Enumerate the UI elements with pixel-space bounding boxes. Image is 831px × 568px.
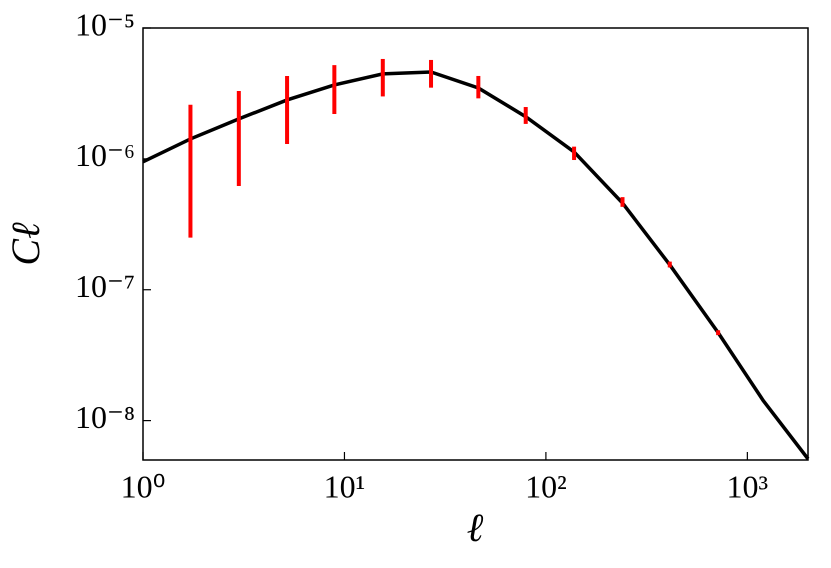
- line: [142, 70, 810, 460]
- y-tick-label: 10⁻⁵: [75, 6, 135, 42]
- x-tick-label: 10²: [525, 468, 567, 504]
- x-tick-label: 10³: [727, 468, 769, 504]
- y-tick-label: 10⁻⁷: [75, 268, 135, 304]
- x-tick-label: 10⁰: [121, 468, 166, 504]
- y-axis-label: Cℓ: [3, 222, 48, 266]
- y-tick-label: 10⁻⁶: [75, 137, 135, 173]
- y-tick-label: 10⁻⁸: [75, 399, 135, 435]
- x-tick-label: 10¹: [324, 468, 366, 504]
- plot-frame: [142, 27, 809, 461]
- x-axis-label: ℓ: [467, 505, 484, 550]
